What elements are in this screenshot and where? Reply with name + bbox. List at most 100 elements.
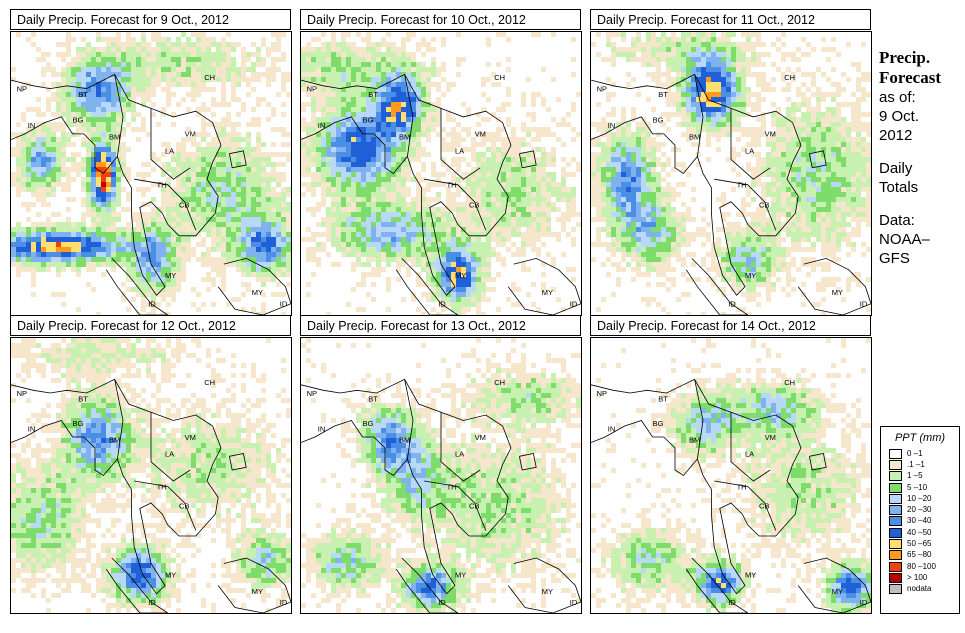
legend-swatch <box>889 505 902 516</box>
country-code-label: MY <box>542 587 553 596</box>
country-code-label: CH <box>494 73 505 82</box>
legend-swatch <box>889 561 902 572</box>
island-outline <box>217 257 291 315</box>
country-code-label: CB <box>179 201 189 210</box>
country-code-label: CH <box>204 73 215 82</box>
legend-item: 65 –80 <box>889 550 959 561</box>
country-border <box>404 74 414 157</box>
country-code-label: ID <box>728 300 736 309</box>
country-code-label: CH <box>494 378 505 387</box>
country-border <box>114 379 124 460</box>
precip-field <box>11 338 291 613</box>
legend-swatch <box>889 539 902 550</box>
country-code-label: MY <box>832 587 843 596</box>
country-code-label: BG <box>73 419 84 428</box>
country-border <box>134 480 197 531</box>
totals-label-1: Daily <box>879 160 913 177</box>
legend-label: 30 –40 <box>907 516 932 526</box>
island-outline <box>797 557 871 613</box>
country-code-label: IN <box>608 121 616 130</box>
legend-item: 50 –65 <box>889 538 959 550</box>
country-code-label: MY <box>455 271 466 280</box>
country-border <box>714 480 777 531</box>
legend-item: 30 –40 <box>889 516 959 527</box>
legend-item: 10 –20 <box>889 493 959 504</box>
legend-swatch <box>889 459 902 470</box>
panel-title: Daily Precip. Forecast for 12 Oct., 2012 <box>10 315 291 336</box>
legend-item: 40 –50 <box>889 527 959 538</box>
panel-title: Daily Precip. Forecast for 11 Oct., 2012 <box>590 9 871 30</box>
country-code-label: IN <box>608 425 616 434</box>
legend-label: nodata <box>907 584 932 594</box>
country-code-label: CH <box>784 73 795 82</box>
island-outline <box>519 150 537 169</box>
country-code-label: MY <box>745 271 756 280</box>
country-code-label: NP <box>307 84 317 93</box>
precip-field <box>301 338 581 613</box>
country-code-label: VM <box>185 130 196 139</box>
totals-label-2: Totals <box>879 179 919 196</box>
country-code-label: BG <box>73 116 84 125</box>
island-outline <box>105 557 169 613</box>
legend-item: 0 –1 <box>889 448 959 459</box>
coastline <box>591 378 802 595</box>
country-code-label: BT <box>78 394 88 403</box>
island-outline <box>519 453 537 471</box>
country-code-label: BT <box>78 90 88 99</box>
country-code-label: ID <box>438 598 446 607</box>
country-code-label: BG <box>653 419 664 428</box>
legend-label: 1 –5 <box>907 471 923 481</box>
country-code-label: IN <box>28 425 36 434</box>
coastline <box>11 73 222 296</box>
country-code-label: CB <box>469 502 479 511</box>
precip-map-svg: NP BT CH IN BG BM VM LA TH CB MY MY ID ID <box>591 338 871 613</box>
country-code-label: CB <box>759 201 769 210</box>
precip-map-svg: NP BT CH IN BG BM VM LA TH CB MY MY ID ID <box>11 32 291 315</box>
country-code-label: VM <box>185 433 196 442</box>
country-code-label: MY <box>455 570 466 579</box>
country-code-label: BM <box>399 133 410 142</box>
country-code-label: LA <box>165 449 174 458</box>
island-outline <box>797 257 871 315</box>
precip-map: NP BT CH IN BG BM VM LA TH CB MY MY ID ID <box>590 337 872 614</box>
panel-title: Daily Precip. Forecast for 14 Oct., 2012 <box>590 315 871 336</box>
data-source-1: NOAA– <box>879 231 930 248</box>
island-outline <box>685 258 749 315</box>
country-code-label: VM <box>475 433 486 442</box>
country-code-label: ID <box>280 300 288 309</box>
country-code-label: BT <box>658 394 668 403</box>
country-code-label: MY <box>165 570 176 579</box>
panel-title: Daily Precip. Forecast for 9 Oct., 2012 <box>10 9 291 30</box>
country-code-label: BT <box>658 90 668 99</box>
country-border <box>714 178 777 231</box>
legend-swatch <box>889 550 902 561</box>
country-code-label: NP <box>17 84 27 93</box>
precip-map-svg: NP BT CH IN BG BM VM LA TH CB MY MY ID ID <box>301 338 581 613</box>
island-outline <box>105 258 169 315</box>
country-border <box>730 412 771 482</box>
country-code-label: TH <box>737 482 747 491</box>
country-code-label: LA <box>455 147 464 156</box>
legend-item: 1 –5 <box>889 471 959 482</box>
legend-label: 20 –30 <box>907 505 932 515</box>
country-code-label: ID <box>280 598 288 607</box>
country-border <box>134 178 197 231</box>
island-outline <box>217 557 291 613</box>
country-code-label: ID <box>570 300 578 309</box>
country-code-label: TH <box>157 181 167 190</box>
legend-item: > 100 <box>889 572 959 583</box>
island-outline <box>507 557 581 613</box>
country-code-label: NP <box>597 389 607 398</box>
precip-map: NP BT CH IN BG BM VM LA TH CB MY MY ID ID <box>590 31 872 316</box>
legend-swatch <box>889 527 902 538</box>
country-code-label: CB <box>759 502 769 511</box>
precip-field <box>591 338 871 613</box>
island-outline <box>685 557 749 613</box>
legend-title: PPT (mm) <box>894 432 946 444</box>
panel-title: Daily Precip. Forecast for 13 Oct., 2012 <box>300 315 581 336</box>
country-code-label: TH <box>447 181 457 190</box>
country-code-label: BG <box>653 116 664 125</box>
legend-label: 80 –100 <box>907 561 936 571</box>
legend-label: > 100 <box>907 572 928 582</box>
country-code-label: TH <box>737 181 747 190</box>
